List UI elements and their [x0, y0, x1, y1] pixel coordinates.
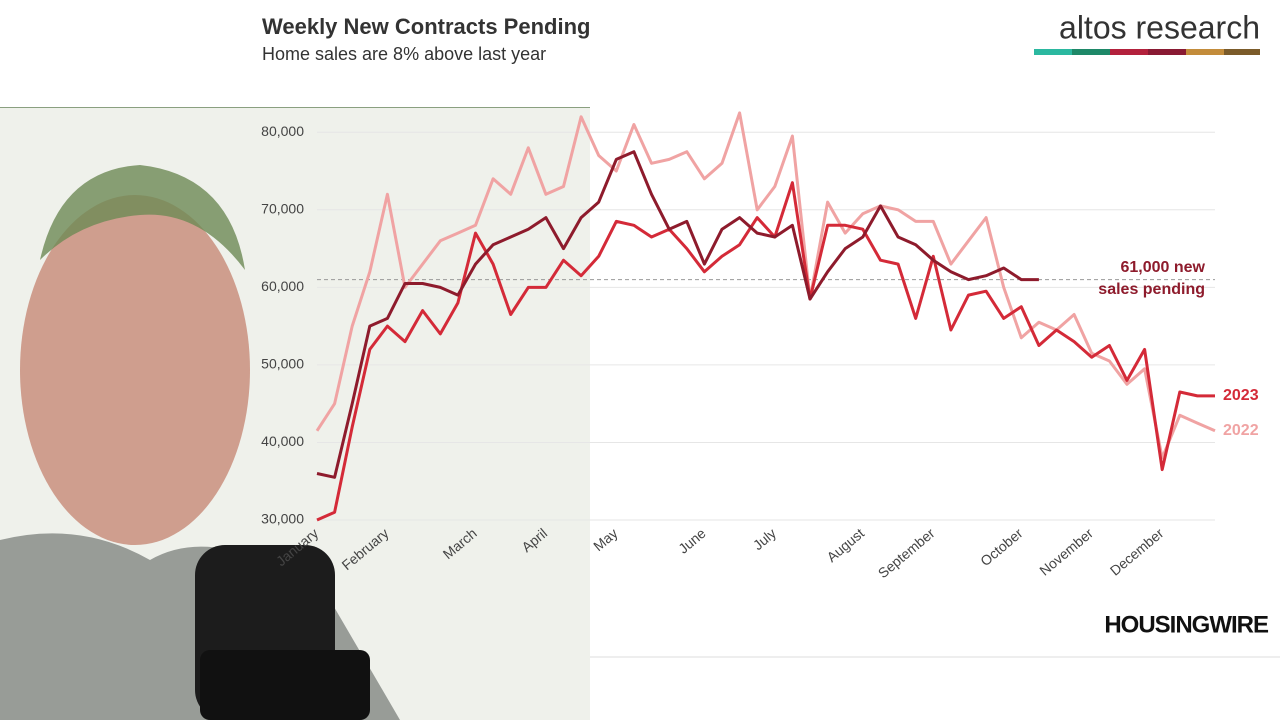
x-tick-label: November — [1036, 525, 1096, 579]
chart-subtitle: Home sales are 8% above last year — [262, 44, 546, 64]
series-line — [316, 181, 1215, 522]
logo: altos research — [1059, 9, 1260, 45]
y-tick-label: 80,000 — [261, 123, 304, 139]
x-tick-label: October — [977, 525, 1026, 569]
series-line — [315, 111, 1216, 460]
chart-title: Weekly New Contracts Pending — [262, 14, 590, 39]
y-tick-label: 40,000 — [261, 433, 304, 449]
annotation: sales pending — [1098, 281, 1205, 298]
x-tick-label: May — [590, 525, 621, 554]
series-label: 2022 — [1223, 422, 1259, 439]
logo-bar — [1034, 49, 1260, 55]
y-tick-label: 30,000 — [261, 511, 304, 527]
x-tick-label: September — [875, 525, 938, 581]
y-tick-label: 60,000 — [261, 278, 304, 294]
y-tick-label: 50,000 — [261, 356, 304, 372]
x-tick-label: August — [823, 525, 867, 565]
annotation: 61,000 new — [1121, 259, 1206, 276]
x-tick-label: July — [750, 525, 779, 553]
series-line — [316, 150, 1039, 479]
x-tick-label: June — [675, 525, 709, 557]
brand: HOUSINGWIRE — [1104, 611, 1269, 638]
series-label: 2023 — [1223, 387, 1259, 404]
y-tick-label: 70,000 — [261, 201, 304, 217]
x-tick-label: December — [1107, 525, 1167, 579]
video-overlay — [0, 107, 590, 720]
